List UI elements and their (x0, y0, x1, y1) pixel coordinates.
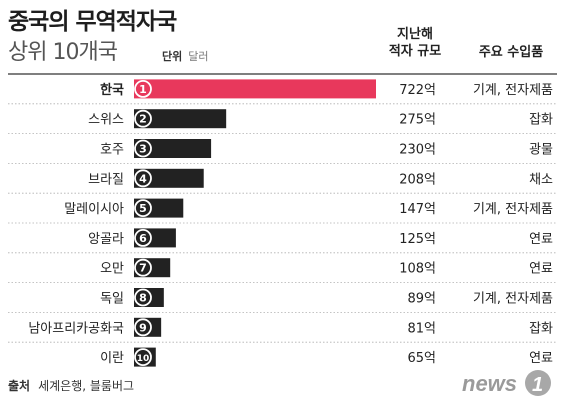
source-value: 세계은행, 블룸버그 (38, 379, 135, 393)
rank-number: 7 (139, 262, 147, 275)
value-label: 722억 (399, 83, 436, 98)
rank-number: 6 (139, 232, 147, 245)
source-label: 출처 (8, 379, 31, 393)
chart-title: 중국의 무역적자국 (8, 9, 177, 35)
main-import: 채소 (529, 172, 553, 187)
category-label: 한국 (100, 82, 124, 98)
deficit-column-header: 지난해 적자 규모 (380, 26, 450, 60)
main-import: 기계, 전자제품 (473, 202, 553, 217)
main-import: 연료 (529, 232, 553, 247)
rank-number: 4 (139, 172, 147, 185)
category-label: 남아프리카공화국 (28, 321, 124, 336)
bar (134, 109, 227, 129)
chart-subtitle: 상위 10개국 (8, 40, 118, 65)
main-import: 잡화 (529, 321, 553, 336)
unit-value: 달러 (188, 50, 209, 63)
value-label: 125억 (399, 232, 436, 247)
value-label: 65억 (407, 351, 436, 366)
svg-text:1: 1 (532, 374, 543, 396)
category-label: 말레이시아 (64, 202, 124, 217)
rank-number: 3 (139, 143, 147, 156)
rank-number: 2 (139, 113, 147, 126)
source-note: 출처 세계은행, 블룸버그 (8, 377, 134, 394)
value-label: 275억 (399, 113, 436, 128)
main-import: 기계, 전자제품 (473, 83, 553, 98)
bar (134, 79, 376, 99)
main-import: 연료 (529, 262, 553, 277)
svg-text:news: news (462, 371, 517, 396)
category-label: 오만 (100, 262, 124, 277)
rank-number: 9 (139, 321, 147, 334)
value-label: 147억 (399, 202, 436, 217)
news1-logo: news 1 (462, 370, 551, 396)
rank-badge (134, 80, 152, 98)
rank-badge (134, 318, 152, 337)
category-label: 앙골라 (88, 232, 124, 247)
category-label: 독일 (100, 292, 124, 307)
unit-label: 단위 (162, 50, 183, 63)
rank-badge (134, 228, 152, 247)
main-import: 기계, 전자제품 (473, 292, 553, 307)
main-import: 잡화 (529, 113, 553, 128)
category-label: 브라질 (88, 172, 124, 187)
rank-number: 5 (139, 202, 147, 215)
value-label: 89억 (407, 292, 436, 307)
bar (134, 139, 212, 158)
bar (134, 168, 204, 188)
deficit-header-line2: 적자 규모 (388, 44, 442, 59)
deficit-header-line1: 지난해 (397, 27, 433, 42)
imports-column-header: 주요 수입품 (478, 45, 544, 60)
value-label: 81억 (407, 321, 436, 336)
value-label: 208억 (399, 172, 436, 187)
rank-number: 8 (139, 292, 147, 305)
category-label: 스위스 (88, 113, 124, 128)
rank-number: 1 (139, 83, 147, 96)
unit-note: 단위 달러 (162, 48, 209, 64)
category-label: 이란 (100, 351, 124, 366)
main-import: 광물 (529, 143, 553, 158)
rank-badge (134, 258, 152, 277)
category-label: 호주 (100, 143, 124, 158)
main-import: 연료 (529, 351, 553, 366)
rank-number: 10 (137, 354, 150, 364)
rank-badge (134, 169, 152, 188)
value-label: 108억 (399, 262, 436, 277)
rank-badge (134, 109, 152, 128)
value-label: 230억 (399, 143, 436, 158)
rank-badge (134, 139, 152, 158)
rank-badge (134, 199, 152, 218)
rank-badge (134, 348, 152, 367)
rank-badge (134, 288, 152, 307)
